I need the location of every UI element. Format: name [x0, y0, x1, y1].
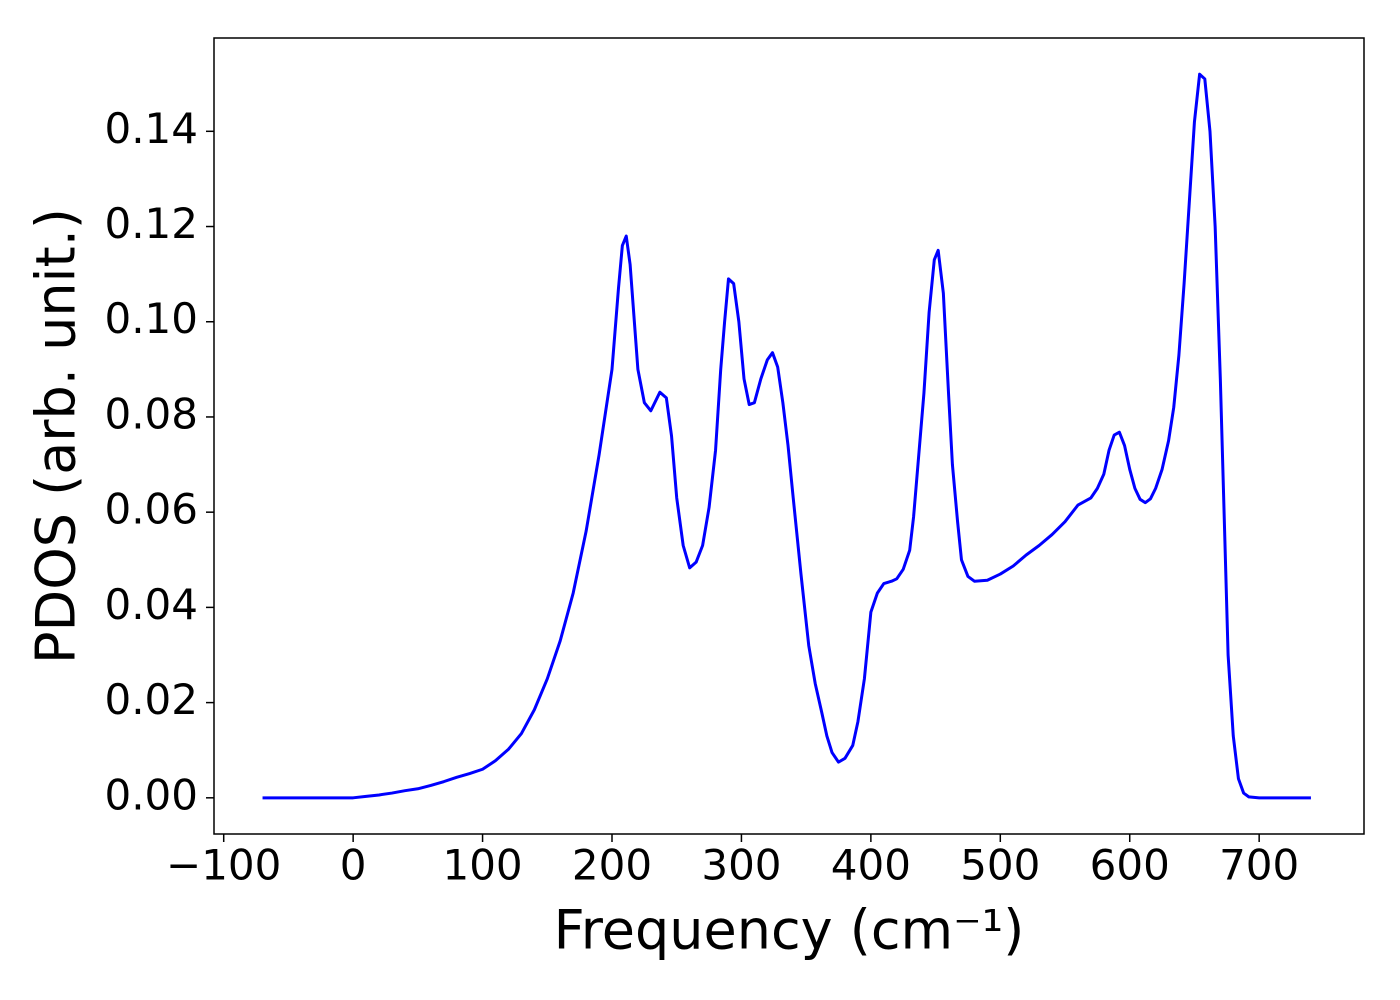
y-tick-label: 0.08 — [104, 389, 198, 438]
x-tick-label: 200 — [572, 841, 652, 890]
y-tick-label: 0.04 — [104, 580, 198, 629]
plot-frame — [213, 37, 1365, 835]
y-tick-label: 0.14 — [104, 104, 198, 153]
y-tick-label: 0.00 — [104, 770, 198, 819]
x-tick-label: 300 — [701, 841, 781, 890]
y-tick-label: 0.12 — [104, 199, 198, 248]
y-tick-label: 0.06 — [104, 485, 198, 534]
x-tick-label: −100 — [166, 841, 281, 890]
x-tick-label: 600 — [1090, 841, 1170, 890]
x-tick-label: 500 — [960, 841, 1040, 890]
x-axis-label: Frequency (cm⁻¹) — [554, 899, 1025, 962]
x-tick-label: 700 — [1219, 841, 1299, 890]
x-tick-label: 0 — [340, 841, 367, 890]
x-tick-label: 400 — [831, 841, 911, 890]
data-line — [262, 72, 1311, 800]
x-tick-label: 100 — [442, 841, 522, 890]
y-tick-label: 0.02 — [104, 675, 198, 724]
y-axis-label: PDOS (arb. unit.) — [25, 208, 88, 664]
y-tick-label: 0.10 — [104, 294, 198, 343]
